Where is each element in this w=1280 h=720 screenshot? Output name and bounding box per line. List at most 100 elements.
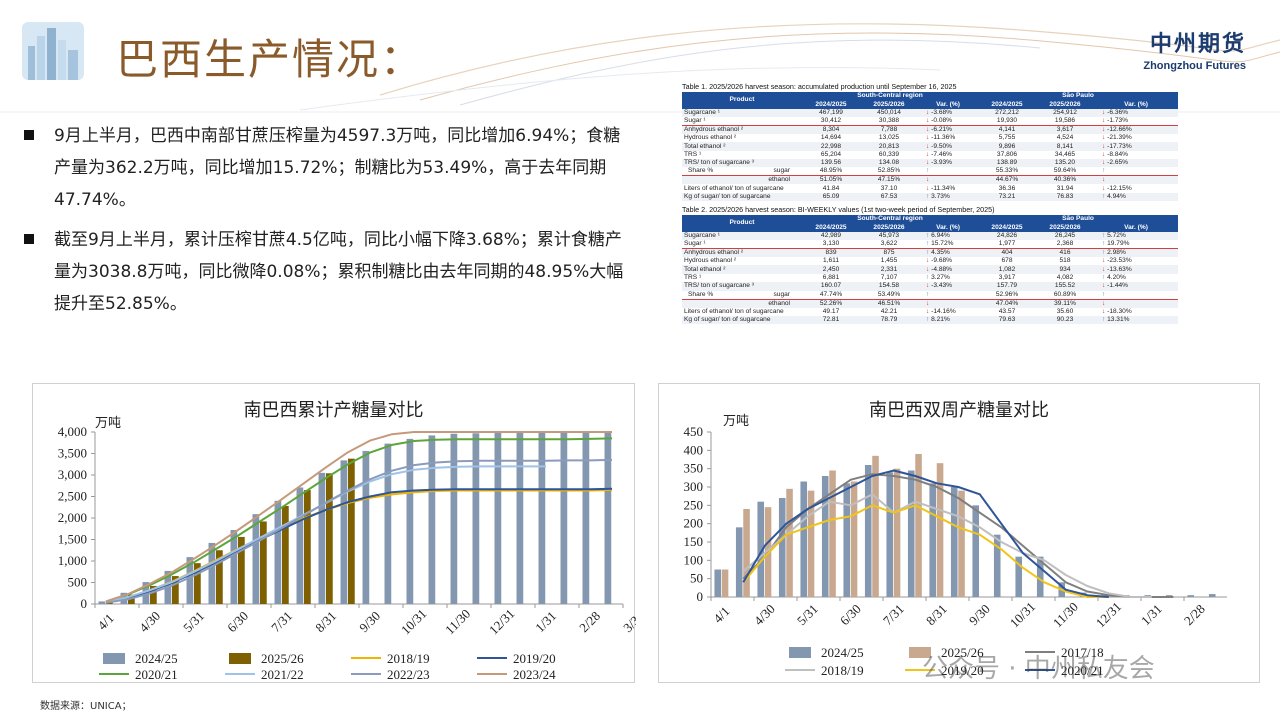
table-header-cell: São Paulo <box>978 92 1179 101</box>
table-cell: 42,989 <box>802 231 860 241</box>
y-tick-label: 350 <box>684 461 704 476</box>
bar <box>915 454 922 597</box>
table-cell: 678 <box>1001 257 1013 265</box>
bar <box>843 483 851 597</box>
table-header-cell: 2025/2026 <box>860 100 918 109</box>
table-row: TRS ¹ 65,204 60,339 ↓ -7.46% 37,806 34,4… <box>682 151 1178 159</box>
bar <box>950 487 958 597</box>
table-cell: 40.36% <box>1036 175 1095 185</box>
y-tick-label: 300 <box>684 479 704 494</box>
bar <box>172 576 179 604</box>
table-cell: 416 <box>1036 248 1095 258</box>
legend-label: 2024/25 <box>135 651 178 666</box>
legend-label: 2024/25 <box>821 645 864 660</box>
bar <box>907 470 915 597</box>
bar <box>450 433 458 604</box>
table-cell: 934 <box>1036 265 1095 274</box>
bar <box>936 463 944 597</box>
table-header-cell: South-Central region <box>802 215 979 224</box>
bar <box>428 435 436 604</box>
y-tick-label: 500 <box>68 575 88 590</box>
series-line <box>742 469 1109 598</box>
series-line <box>105 458 613 604</box>
table-row: TRS ¹ 6,881 7,107 ↑ 3.27% 3,917 4,082 ↑ … <box>682 274 1178 282</box>
table-cell: Sugar ¹ <box>682 117 802 127</box>
bar <box>850 481 858 597</box>
table-cell: ↓ -11.36% <box>926 134 956 142</box>
table-cell: Liters of ethanol/ ton of sugarcane <box>684 307 784 315</box>
table-cell: 19,930 <box>978 117 1037 127</box>
legend-label: 2021/22 <box>261 667 304 682</box>
legend-swatch <box>229 653 251 664</box>
table-cell: 51.05% <box>802 175 860 185</box>
table-cell: 157.79 <box>978 282 1037 291</box>
bar <box>929 483 937 597</box>
bar <box>516 432 524 604</box>
summary-bullets: 9月上半月，巴西中南部甘蔗压榨量为4597.3万吨，同比增加6.94%；食糖产量… <box>24 120 634 328</box>
table-cell: TRS/ ton of sugarcane ³ <box>682 159 802 168</box>
table-cell: 35.60 <box>1056 307 1074 315</box>
bar <box>829 470 836 597</box>
bar <box>304 490 311 604</box>
table-cell: Share % sugar <box>682 167 802 177</box>
table-cell: 7,107 <box>880 273 898 281</box>
table-cell: 79.63 <box>978 315 1037 325</box>
bar <box>721 569 729 597</box>
y-tick-label: 2,500 <box>58 489 87 504</box>
x-tick-label: 3/31 <box>620 608 636 635</box>
table-cell: 65,204 <box>820 150 842 158</box>
bar <box>1036 556 1044 597</box>
page-title: 巴西生产情况： <box>116 35 425 84</box>
table-cell: 839 <box>802 248 860 258</box>
table-cell: 13,025 <box>878 134 900 142</box>
table-cell: 30,412 <box>802 117 860 127</box>
table-cell: 134.08 <box>860 159 918 168</box>
bar <box>274 500 282 604</box>
table-cell: 65.09 <box>802 192 860 202</box>
brand-name-en: Zhongzhou Futures <box>1143 60 1246 72</box>
x-tick-label: 6/30 <box>224 608 251 635</box>
table-cell: 8,141 <box>1036 142 1095 151</box>
brand-logo: 中州期货 Zhongzhou Futures <box>1143 26 1246 72</box>
bullet-square-icon <box>24 234 34 244</box>
bullet-item: 9月上半月，巴西中南部甘蔗压榨量为4597.3万吨，同比增加6.94%；食糖产量… <box>24 120 634 216</box>
x-tick-label: 1/31 <box>532 608 559 635</box>
table-cell: Kg of sugar/ ton of sugarcane <box>682 192 802 202</box>
bar <box>282 505 289 604</box>
table-row: Share % sugar 48.95% 52.85% ↑ 55.33% 59.6… <box>682 167 1179 177</box>
table-cell: 155.52 <box>1036 282 1095 291</box>
table-cell: Kg of sugar/ ton of sugarcane <box>682 315 802 325</box>
table-cell: 9,896 <box>978 142 1037 151</box>
table-cell: ↓ -21.39% <box>1102 134 1132 142</box>
bar <box>494 432 502 604</box>
chart-title: 南巴西双周产糖量对比 <box>869 400 1049 421</box>
bar <box>252 514 260 604</box>
table-cell: 1,082 <box>978 265 1037 274</box>
table-cell: 45,973 <box>860 231 918 241</box>
table-cell: Sugarcane ¹ <box>682 108 802 118</box>
legend-swatch <box>103 653 125 664</box>
bar <box>260 521 267 604</box>
legend-label: 2019/20 <box>513 651 556 666</box>
table-cell: ↓ -14.16% <box>926 307 956 315</box>
table-cell: 404 <box>978 248 1037 258</box>
table-cell: 518 <box>1059 257 1071 265</box>
y-tick-label: 3,000 <box>58 467 87 482</box>
table-cell: 139.56 <box>802 159 860 168</box>
bar <box>98 601 106 604</box>
table-cell: 48.95% <box>802 167 860 177</box>
table-cell: 46.51% <box>860 299 918 308</box>
legend-label: 2022/23 <box>387 667 430 682</box>
table-cell: 78.79 <box>860 315 918 325</box>
table-cell: ↓ -4.88% <box>918 265 979 274</box>
table-cell: ↑ 4.94% <box>1094 192 1179 202</box>
table-cell: 76.83 <box>1036 192 1095 202</box>
table-cell: 34,465 <box>1054 150 1076 158</box>
table-cell: ↓ -12.66% <box>1094 125 1179 135</box>
table-cell: ↑ 8.21% <box>918 315 979 325</box>
table-cell: ethanol <box>682 299 802 308</box>
y-tick-label: 250 <box>684 497 704 512</box>
table-cell: 49.17 <box>822 307 840 315</box>
table-cell: ↓ -12.15% <box>1102 184 1132 192</box>
table-cell: ↓ -11.34% <box>926 184 956 192</box>
